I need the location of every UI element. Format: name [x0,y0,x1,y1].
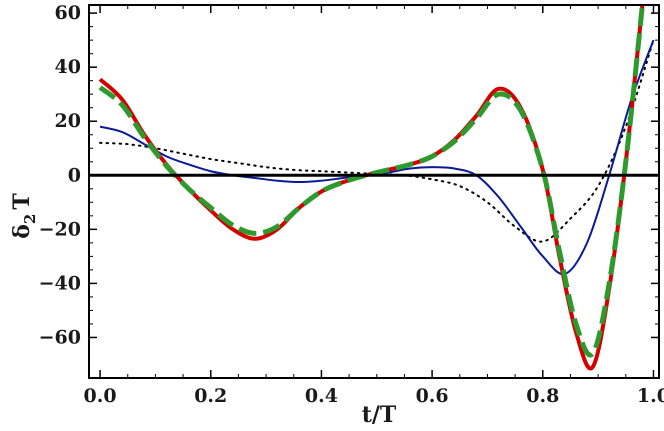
x-tick-label: 0.0 [84,385,117,407]
y-tick-labels: −60 −40 −20 0 20 40 60 [39,2,81,348]
y-tick-label: −60 [39,326,81,348]
x-tick-label: 0.8 [526,385,559,407]
y-axis-label-main: δ [9,224,35,239]
x-tick-label: 0.6 [416,385,449,407]
y-tick-label: 40 [55,56,81,78]
x-axis-label: t/T [362,402,397,428]
y-tick-label: 0 [68,164,81,186]
y-tick-label: −40 [39,272,81,294]
x-tick-label: 0.4 [305,385,338,407]
y-axis-label: δ2 T [9,193,39,239]
y-tick-label: 20 [55,110,81,132]
x-tick-label: 0.2 [194,385,227,407]
y-tick-label: −20 [39,218,81,240]
series-line-2 [98,5,645,358]
ticks-layer [89,5,659,378]
plot-frame [88,4,660,379]
x-tick-label: 1.0 [637,385,664,407]
y-axis-label-tail: T [9,193,35,210]
y-axis-label-subscript: 2 [21,214,39,224]
y-tick-label: 60 [55,2,81,24]
x-tick-labels: 0.0 0.2 0.4 0.6 0.8 1.0 [84,385,664,407]
